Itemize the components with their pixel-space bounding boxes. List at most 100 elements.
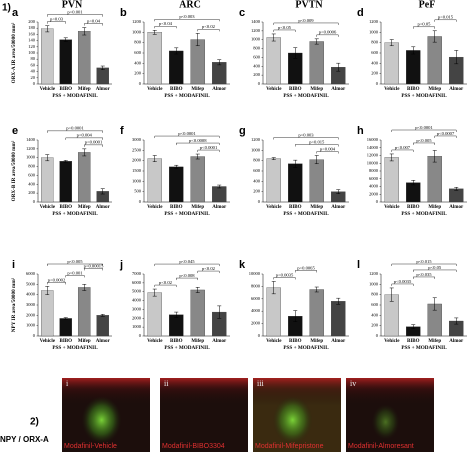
- p-value: p<0.00015: [84, 263, 105, 268]
- significance-bracket: [413, 142, 435, 145]
- bar: [40, 28, 54, 85]
- y-tick-label: 1000: [251, 37, 261, 42]
- x-tick-label: Vehicle: [384, 339, 400, 344]
- y-tick-label: 200: [253, 72, 261, 77]
- error-bar: [293, 47, 298, 59]
- bar: [384, 157, 399, 203]
- error-bar: [314, 155, 319, 165]
- significance-bracket: [65, 275, 85, 278]
- bar: [449, 188, 464, 203]
- error-bar: [63, 160, 68, 163]
- x-tick-label: Mifep: [310, 339, 323, 344]
- x-tick-label: BIBO: [407, 205, 420, 210]
- y-tick-label: 4000: [251, 308, 261, 313]
- y-tick-label: 400: [134, 60, 142, 65]
- p-value: p<0.05: [418, 22, 432, 27]
- x-tick-label: Vehicle: [147, 339, 163, 344]
- p-value: p<0.0006: [319, 30, 337, 35]
- y-tick-label: 6000: [251, 296, 261, 301]
- x-tick-label: BIBO: [59, 339, 72, 344]
- x-tick-label: BIBO: [59, 205, 72, 210]
- y-tick-label: 8000: [251, 283, 261, 288]
- micrograph-red: [160, 378, 248, 406]
- y-tick-label: 2000: [132, 315, 142, 320]
- y-tick-label: 0: [258, 333, 261, 338]
- panel-letter: d: [357, 7, 364, 19]
- x-tick-label: Vehicle: [266, 205, 282, 210]
- p-value: p<0.0065: [297, 265, 315, 270]
- error-bar: [174, 311, 179, 318]
- x-tick-label: Mifep: [428, 339, 441, 344]
- significance-bracket: [316, 34, 339, 37]
- x-axis-label: PSS + MODAFINIL: [283, 345, 329, 351]
- y-tick-label: 1200: [132, 19, 142, 24]
- y-tick-label: 1000: [251, 147, 261, 152]
- y-tick-label: 600: [371, 302, 379, 307]
- y-tick-label: 1200: [251, 137, 261, 142]
- y-tick-label: 600: [253, 54, 261, 59]
- x-tick-label: BIBO: [407, 339, 420, 344]
- panel-letter: f: [120, 125, 124, 137]
- error-bar: [389, 39, 394, 47]
- significance-bracket: [413, 276, 435, 279]
- significance-bracket: [47, 282, 66, 285]
- x-tick-label: Vehicle: [266, 87, 282, 92]
- bar: [96, 67, 110, 85]
- panel-caption: Modafinil-Mifepristone: [255, 443, 324, 450]
- bar: [406, 50, 421, 85]
- panel-caption: Modafinil-BIBO3304: [162, 443, 225, 450]
- y-tick-label: 1200: [369, 19, 379, 24]
- y-tick-label: 800: [253, 158, 261, 163]
- x-tick-label: Vehicle: [40, 339, 56, 344]
- y-tick-label: 10000: [249, 271, 261, 276]
- p-value: p<0.0035: [394, 279, 412, 284]
- p-value: p<0.0001: [178, 131, 196, 136]
- x-axis-label: PSS + MODAFINIL: [52, 93, 98, 99]
- x-tick-label: BIBO: [170, 339, 183, 344]
- p-value: p<0.015: [438, 15, 454, 20]
- bar: [190, 289, 205, 337]
- y-tick-label: 0: [33, 333, 36, 338]
- p-value: p<0.003: [298, 132, 314, 137]
- y-tick-label: 3000: [132, 137, 142, 142]
- x-tick-label: BIBO: [289, 87, 302, 92]
- bar: [59, 39, 73, 85]
- x-tick-label: Almor: [449, 339, 464, 344]
- x-tick-label: Mifep: [310, 87, 323, 92]
- p-value: p<0.015: [309, 139, 325, 144]
- y-tick-label: 3000: [132, 306, 142, 311]
- panel-numeral: ii: [164, 379, 169, 388]
- panel-letter: l: [357, 259, 360, 271]
- y-tick-label: 10000: [367, 160, 379, 165]
- significance-bracket: [197, 149, 220, 153]
- section-label: 2): [30, 417, 39, 428]
- p-value: p<0.005: [416, 138, 432, 143]
- y-tick-label: 1000: [132, 324, 142, 329]
- micrograph-signal: [272, 396, 313, 444]
- significance-bracket: [176, 142, 220, 146]
- y-tick-label: 2500: [132, 147, 142, 152]
- y-tick-label: 140: [28, 38, 36, 43]
- x-tick-label: Mifep: [428, 205, 441, 210]
- bar: [266, 37, 281, 85]
- p-value: p<0.015: [416, 259, 432, 264]
- error-bar: [100, 188, 105, 195]
- error-bar: [152, 155, 157, 162]
- bar: [77, 31, 91, 85]
- p-value: p<0.0001: [200, 145, 218, 150]
- significance-bracket: [176, 277, 198, 281]
- y-tick-label: 4000: [26, 292, 36, 297]
- error-bar: [271, 281, 276, 295]
- bar: [288, 163, 303, 203]
- x-axis-label: PSS + MODAFINIL: [401, 93, 447, 99]
- x-tick-label: Mifep: [78, 205, 91, 210]
- y-tick-label: 0: [376, 81, 379, 86]
- p-value: p<0.035: [416, 272, 432, 277]
- significance-bracket: [391, 263, 457, 266]
- y-tick-label: 16000: [367, 137, 379, 142]
- p-value: p<0.02: [159, 280, 173, 285]
- y-tick-label: 2000: [26, 312, 36, 317]
- y-tick-label: 0: [376, 199, 379, 204]
- bar: [77, 152, 91, 203]
- y-tick-label: 4000: [132, 298, 142, 303]
